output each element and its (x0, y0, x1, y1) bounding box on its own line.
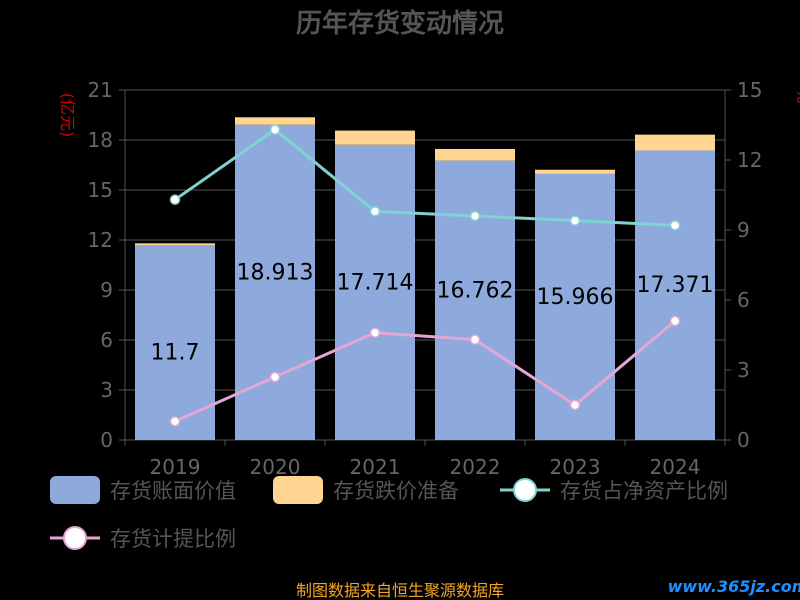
bar-value-label: 17.714 (337, 270, 414, 295)
bar-value-label: 16.762 (437, 278, 514, 303)
point-net-asset-ratio (569, 215, 581, 226)
right-tick-label: 3 (737, 358, 750, 382)
x-tick-label: 2023 (550, 455, 601, 479)
chart-title: 历年存货变动情况 (296, 8, 504, 39)
right-tick-label: 12 (737, 148, 762, 172)
line-net-asset-ratio (174, 127, 676, 227)
axis-ticks: 0 3 6 9 12 15 18 21 0 3 6 9 12 15 2019 2020 2021 2022 2023… (88, 78, 763, 479)
x-tick-label: 2021 (350, 455, 401, 479)
bar-value-label: 15.966 (537, 285, 614, 310)
bar-reserve (135, 243, 215, 245)
bar-book-value (135, 245, 215, 440)
right-tick-label: 15 (737, 78, 762, 102)
bar-value-label: 11.7 (151, 341, 200, 366)
left-tick-label: 6 (100, 328, 113, 352)
bar-reserve (435, 148, 515, 161)
legend-label: 存货计提比例 (110, 527, 236, 551)
left-tick-label: 3 (100, 378, 113, 402)
point-net-asset-ratio (669, 220, 681, 231)
point-provision-ratio (469, 334, 481, 345)
point-net-asset-ratio (369, 206, 381, 217)
legend-label: 存货占净资产比例 (560, 479, 728, 503)
right-tick-label: 6 (737, 288, 750, 312)
left-tick-label: 15 (88, 178, 113, 202)
left-tick-label: 0 (100, 428, 113, 452)
legend-label: 存货跌价准备 (333, 479, 459, 503)
legend-label: 存货账面价值 (110, 479, 236, 503)
bar-value-label: 17.371 (637, 273, 714, 298)
left-tick-label: 21 (88, 78, 113, 102)
point-provision-ratio (669, 315, 681, 327)
line-provision-ratio (174, 319, 676, 423)
x-tick-label: 2022 (450, 455, 501, 479)
bar-book-value (435, 160, 515, 440)
bar-book-value (335, 144, 415, 440)
x-tick-label: 2024 (650, 455, 701, 479)
point-provision-ratio (169, 416, 181, 427)
left-axis-unit: (亿元) (58, 93, 77, 138)
bar-reserve (635, 134, 715, 151)
right-tick-label: 9 (737, 218, 750, 242)
left-tick-label: 12 (88, 228, 113, 252)
right-axis-unit: % (793, 88, 800, 103)
bar-reserve (335, 130, 415, 145)
point-net-asset-ratio (269, 124, 281, 135)
legend-marker (513, 478, 537, 502)
point-provision-ratio (269, 371, 281, 383)
right-tick-label: 0 (737, 428, 750, 452)
left-tick-label: 18 (88, 128, 113, 152)
data-source-note: 制图数据来自恒生聚源数据库 (296, 581, 504, 600)
legend-swatch (50, 476, 100, 504)
bar-reserve (235, 117, 315, 125)
bar-book-value (635, 150, 715, 440)
point-provision-ratio (569, 399, 581, 411)
legend-marker (63, 526, 87, 550)
watermark: www.365jz.com (668, 577, 800, 596)
x-tick-label: 2019 (150, 455, 201, 479)
x-tick-label: 2020 (250, 455, 301, 479)
point-provision-ratio (369, 327, 381, 338)
legend-swatch (273, 476, 323, 504)
grid-lines (119, 89, 731, 446)
point-net-asset-ratio (169, 194, 181, 205)
bar-reserve (535, 169, 615, 174)
bar-value-label: 18.913 (237, 260, 314, 285)
left-tick-label: 9 (100, 278, 113, 302)
point-net-asset-ratio (469, 210, 481, 222)
series-lines (169, 124, 681, 427)
